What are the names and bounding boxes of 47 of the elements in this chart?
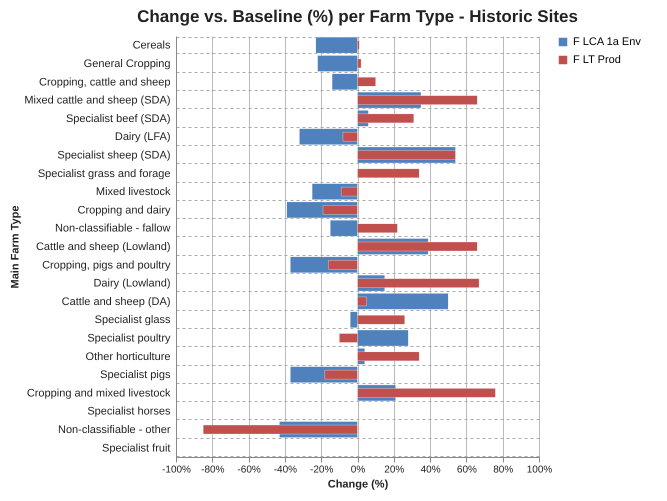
x-tick-label: -80% <box>201 464 225 476</box>
bar <box>202 424 358 434</box>
x-tick-label: -60% <box>237 464 261 476</box>
chart-title: Change vs. Baseline (%) per Farm Type - Historic Sites <box>137 7 578 26</box>
x-tick-label: 60% <box>456 464 478 476</box>
bar <box>357 242 478 252</box>
y-tick-label: Cattle and sheep (DA) <box>62 296 170 308</box>
y-tick-label: Cereals <box>132 40 171 52</box>
y-tick-label: Specialist sheep (SDA) <box>57 149 170 162</box>
x-tick-label: -100% <box>162 464 192 476</box>
bar <box>357 168 420 178</box>
legend-label: F LT Prod <box>573 54 621 66</box>
bar <box>357 114 414 124</box>
x-tick-label: 20% <box>384 464 404 476</box>
legend-label: F LCA 1a Env <box>573 36 642 48</box>
x-axis-title: Change (%) <box>328 478 389 490</box>
y-tick-label: Mixed livestock <box>96 186 171 198</box>
x-tick-label: 0% <box>350 464 366 476</box>
y-tick-label: Mixed cattle and sheep (SDA) <box>24 94 170 107</box>
y-tick-label: Cattle and sheep (Lowland) <box>36 241 170 253</box>
y-tick-label: Non-classifiable - fallow <box>54 222 171 235</box>
y-tick-label: Specialist grass and forage <box>38 168 170 180</box>
bar <box>357 352 420 362</box>
x-tick-label: -40% <box>274 464 298 476</box>
x-tick-label: -20% <box>310 464 334 476</box>
y-tick-label: Specialist poultry <box>87 332 171 345</box>
y-tick-label: Specialist horses <box>87 406 171 418</box>
y-tick-label: Dairy (LFA) <box>114 131 170 144</box>
y-tick-label: Cropping and dairy <box>78 204 171 216</box>
y-axis-title: Main Farm Type <box>9 206 22 288</box>
bar <box>357 95 478 105</box>
y-tick-label: Cropping, cattle and sheep <box>39 76 170 88</box>
x-tick-label: 80% <box>493 464 514 476</box>
y-tick-label: Other horticulture <box>86 350 170 363</box>
bar <box>357 278 480 288</box>
y-tick-label: Cropping, pigs and poultry <box>42 259 171 272</box>
y-tick-label: Cropping and mixed livestock <box>26 387 171 400</box>
bar <box>357 388 496 398</box>
y-tick-label: Specialist fruit <box>102 442 170 454</box>
y-tick-label: Specialist beef (SDA) <box>66 112 170 125</box>
y-tick-label: Specialist pigs <box>100 369 171 382</box>
y-tick-label: General Cropping <box>84 58 170 70</box>
y-tick-label: Dairy (Lowland) <box>93 278 170 290</box>
y-tick-label: Specialist glass <box>94 314 171 326</box>
y-tick-label: Non-classifiable - other <box>58 424 171 436</box>
x-tick-label: 100% <box>526 464 552 476</box>
x-tick-label: 40% <box>420 464 441 476</box>
